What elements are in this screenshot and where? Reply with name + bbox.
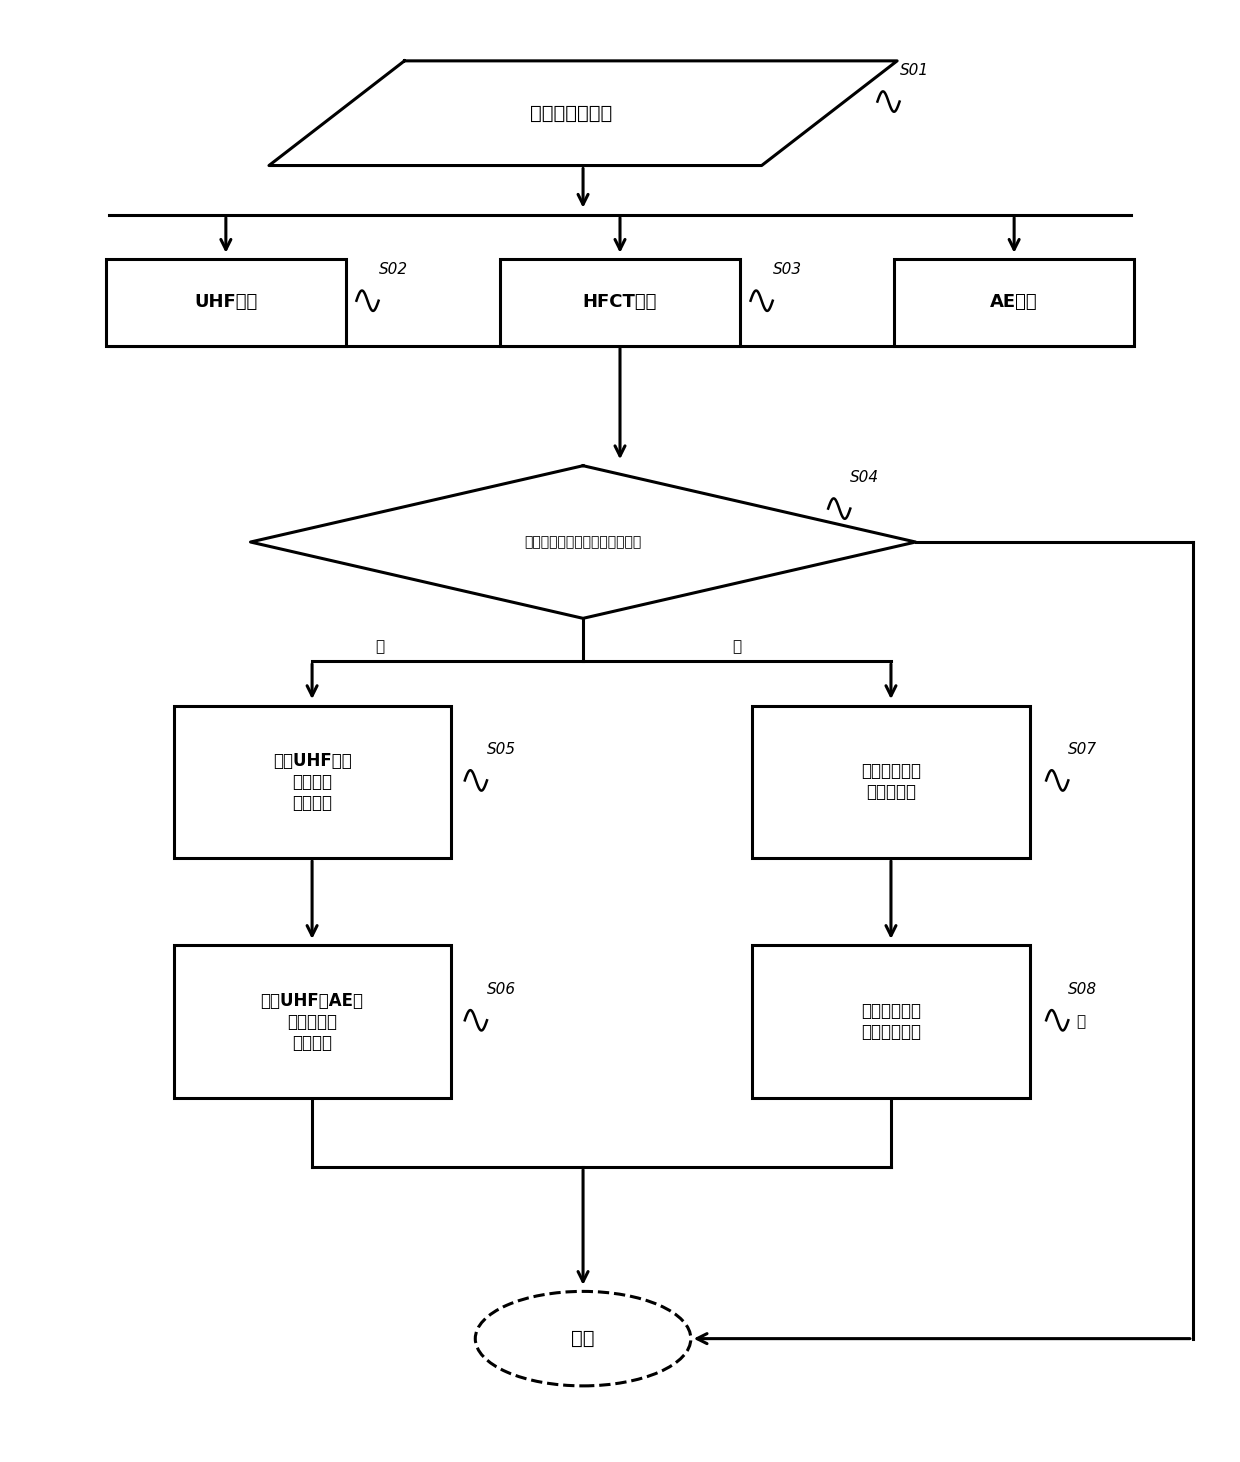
Text: S08: S08 [1069, 982, 1097, 997]
Text: S02: S02 [378, 263, 408, 278]
Bar [105, 259, 346, 346]
Bar [753, 946, 1029, 1098]
Text: S06: S06 [487, 982, 516, 997]
Text: 否: 否 [1076, 1015, 1086, 1029]
Text: 局放源放电信号: 局放源放电信号 [529, 104, 611, 123]
Bar [753, 706, 1029, 858]
Text: 基于UHF信号
初步定位
局放位置: 基于UHF信号 初步定位 局放位置 [273, 751, 351, 811]
Text: S03: S03 [773, 263, 802, 278]
Text: 基于UHF及AE信
号精确定位
局放位置: 基于UHF及AE信 号精确定位 局放位置 [260, 991, 363, 1051]
Text: 基于聚类方法
分类局放源: 基于聚类方法 分类局放源 [861, 763, 921, 801]
Ellipse shape [475, 1291, 691, 1386]
Text: 交叉对比，判定是否为局放信号: 交叉对比，判定是否为局放信号 [525, 535, 641, 550]
Text: S07: S07 [1069, 743, 1097, 757]
Text: 结束: 结束 [572, 1329, 595, 1348]
Text: 基于统计方法
识别局放类型: 基于统计方法 识别局放类型 [861, 1003, 921, 1041]
Text: 是: 是 [733, 639, 742, 654]
Bar [894, 259, 1135, 346]
Text: S05: S05 [487, 743, 516, 757]
Bar [174, 706, 450, 858]
Text: HFCT检测: HFCT检测 [583, 294, 657, 311]
Text: UHF检测: UHF检测 [195, 294, 258, 311]
Text: S01: S01 [899, 63, 929, 79]
Bar [174, 946, 450, 1098]
Text: 是: 是 [376, 639, 384, 654]
Text: AE检测: AE检测 [991, 294, 1038, 311]
Text: S04: S04 [851, 471, 879, 485]
Bar [500, 259, 740, 346]
